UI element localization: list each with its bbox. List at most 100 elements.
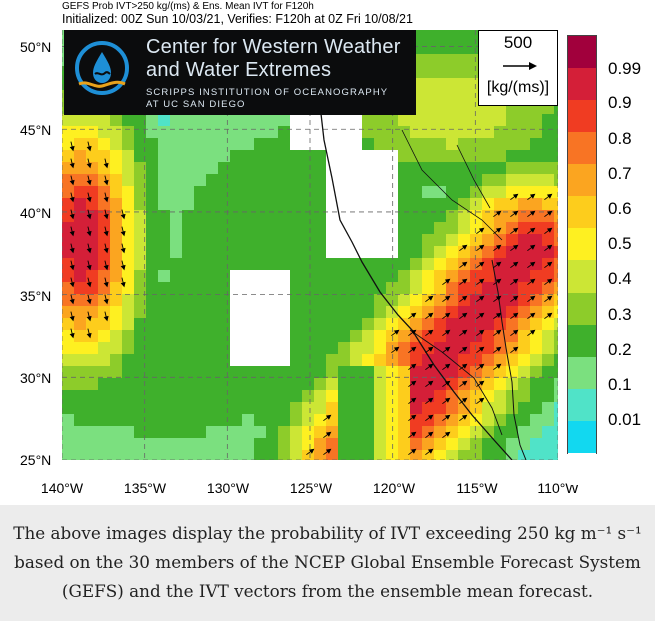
probability-cell	[302, 294, 315, 307]
probability-cell	[470, 114, 483, 127]
probability-cell	[194, 294, 207, 307]
probability-cell	[326, 258, 339, 271]
probability-cell	[170, 174, 183, 187]
probability-cell	[458, 414, 471, 427]
probability-cell	[434, 282, 447, 295]
probability-cell	[158, 114, 171, 127]
probability-cell	[482, 126, 495, 139]
ivt-vector-head	[444, 414, 451, 420]
probability-cell	[374, 174, 387, 187]
probability-cell	[110, 138, 123, 151]
probability-cell	[278, 234, 291, 247]
probability-cell	[494, 282, 507, 295]
probability-cell	[542, 138, 555, 151]
ivt-vector-head	[325, 414, 332, 420]
probability-cell	[554, 438, 558, 451]
probability-cell	[362, 342, 375, 355]
probability-cell	[470, 246, 483, 259]
probability-cell	[494, 258, 507, 271]
probability-cell	[302, 354, 315, 367]
probability-cell	[134, 330, 147, 343]
probability-cell	[302, 450, 315, 460]
probability-cell	[350, 306, 363, 319]
cw3e-logo: Center for Western Weather and Water Ext…	[64, 30, 416, 115]
colorbar-swatch	[568, 36, 596, 69]
probability-cell	[62, 186, 75, 199]
probability-cell	[458, 126, 471, 139]
probability-cell	[314, 210, 327, 223]
probability-cell	[290, 270, 303, 283]
probability-cell	[326, 162, 339, 175]
probability-cell	[362, 126, 375, 139]
probability-cell	[446, 162, 459, 175]
probability-cell	[134, 402, 147, 415]
probability-cell	[506, 114, 519, 127]
probability-cell	[158, 354, 171, 367]
ivt-vector-head	[86, 332, 92, 339]
probability-cell	[506, 234, 519, 247]
probability-cell	[110, 306, 123, 319]
probability-cell	[362, 330, 375, 343]
probability-cell	[338, 150, 351, 163]
probability-cell	[194, 366, 207, 379]
probability-cell	[422, 438, 435, 451]
probability-cell	[554, 378, 558, 391]
probability-cell	[74, 414, 87, 427]
probability-cell	[86, 450, 99, 460]
probability-cell	[542, 306, 555, 319]
probability-cell	[194, 246, 207, 259]
probability-cell	[386, 354, 399, 367]
probability-cell	[398, 186, 411, 199]
probability-cell	[206, 366, 219, 379]
probability-cell	[410, 258, 423, 271]
ivt-vector-head	[69, 196, 75, 203]
probability-cell	[362, 450, 375, 460]
probability-cell	[422, 78, 435, 91]
probability-cell	[374, 438, 387, 451]
probability-cell	[374, 378, 387, 391]
probability-cell	[254, 342, 267, 355]
probability-cell	[482, 270, 495, 283]
probability-cell	[98, 438, 111, 451]
ivt-vector-head	[427, 431, 434, 437]
probability-cell	[506, 450, 519, 460]
probability-cell	[182, 318, 195, 331]
ivt-vector-head	[546, 244, 553, 250]
probability-cell	[98, 126, 111, 139]
probability-cell	[98, 318, 111, 331]
probability-cell	[230, 258, 243, 271]
ivt-vector-head	[427, 414, 434, 420]
probability-cell	[98, 234, 111, 247]
probability-cell	[74, 426, 87, 439]
probability-cell	[134, 438, 147, 451]
probability-cell	[242, 366, 255, 379]
probability-cell	[170, 414, 183, 427]
probability-cell	[254, 294, 267, 307]
probability-cell	[74, 354, 87, 367]
probability-cell	[458, 114, 471, 127]
probability-cell	[314, 234, 327, 247]
probability-cell	[254, 318, 267, 331]
probability-cell	[206, 402, 219, 415]
probability-cell	[314, 222, 327, 235]
probability-cell	[206, 258, 219, 271]
probability-cell	[74, 330, 87, 343]
probability-cell	[74, 222, 87, 235]
probability-cell	[266, 414, 279, 427]
probability-cell	[338, 342, 351, 355]
probability-cell	[434, 174, 447, 187]
probability-cell	[74, 138, 87, 151]
probability-cell	[470, 354, 483, 367]
probability-cell	[278, 270, 291, 283]
probability-cell	[314, 426, 327, 439]
probability-cell	[158, 174, 171, 187]
probability-cell	[482, 378, 495, 391]
probability-cell	[398, 390, 411, 403]
probability-cell	[386, 294, 399, 307]
probability-cell	[302, 126, 315, 139]
probability-cell	[62, 450, 75, 460]
probability-cell	[494, 246, 507, 259]
colorbar-swatch	[568, 164, 596, 197]
probability-cell	[278, 426, 291, 439]
probability-cell	[158, 342, 171, 355]
